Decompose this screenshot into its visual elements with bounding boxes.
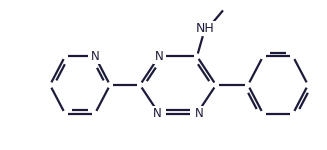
Text: N: N — [195, 107, 203, 120]
Text: N: N — [155, 50, 164, 63]
Text: NH: NH — [196, 22, 215, 35]
Text: N: N — [91, 50, 99, 63]
Text: N: N — [153, 107, 162, 120]
